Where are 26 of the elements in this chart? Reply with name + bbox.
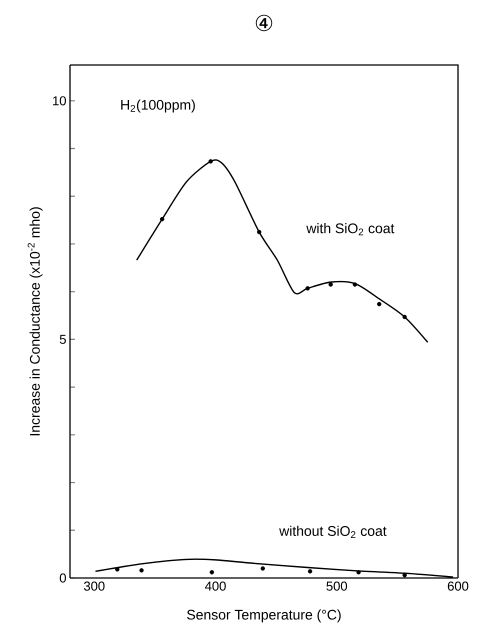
point: [377, 302, 382, 306]
annotation: without SiO$_{2}$ coat: [279, 526, 387, 538]
annotation: H$_{2}$(100ppm): [121, 100, 195, 113]
point: [328, 282, 333, 287]
point: [308, 569, 312, 574]
y-tick-label: 0: [60, 573, 66, 583]
x-tick-label: 600: [448, 582, 468, 591]
point: [256, 230, 262, 234]
point: [402, 314, 407, 320]
y-tick-label: 10: [53, 96, 66, 106]
x-axis-title: Sensor Temperature (°C): [187, 609, 341, 622]
point: [210, 570, 214, 574]
point: [139, 568, 144, 573]
point: [160, 216, 164, 222]
point: [352, 282, 358, 287]
y-axis-title: Increase in Conductance (x10$^{-2}$ mho): [28, 207, 43, 436]
y-tick-label: 5: [60, 334, 66, 344]
point: [305, 286, 310, 291]
point: [208, 159, 213, 164]
x-tick-label: 300: [84, 582, 105, 591]
point: [260, 566, 265, 571]
point: [356, 570, 361, 574]
x-tick-label: 400: [204, 582, 226, 591]
chart-title: ④: [256, 14, 272, 32]
x-tick-label: 500: [326, 582, 348, 591]
annotation: with SiO$_{2}$ coat: [306, 223, 394, 236]
